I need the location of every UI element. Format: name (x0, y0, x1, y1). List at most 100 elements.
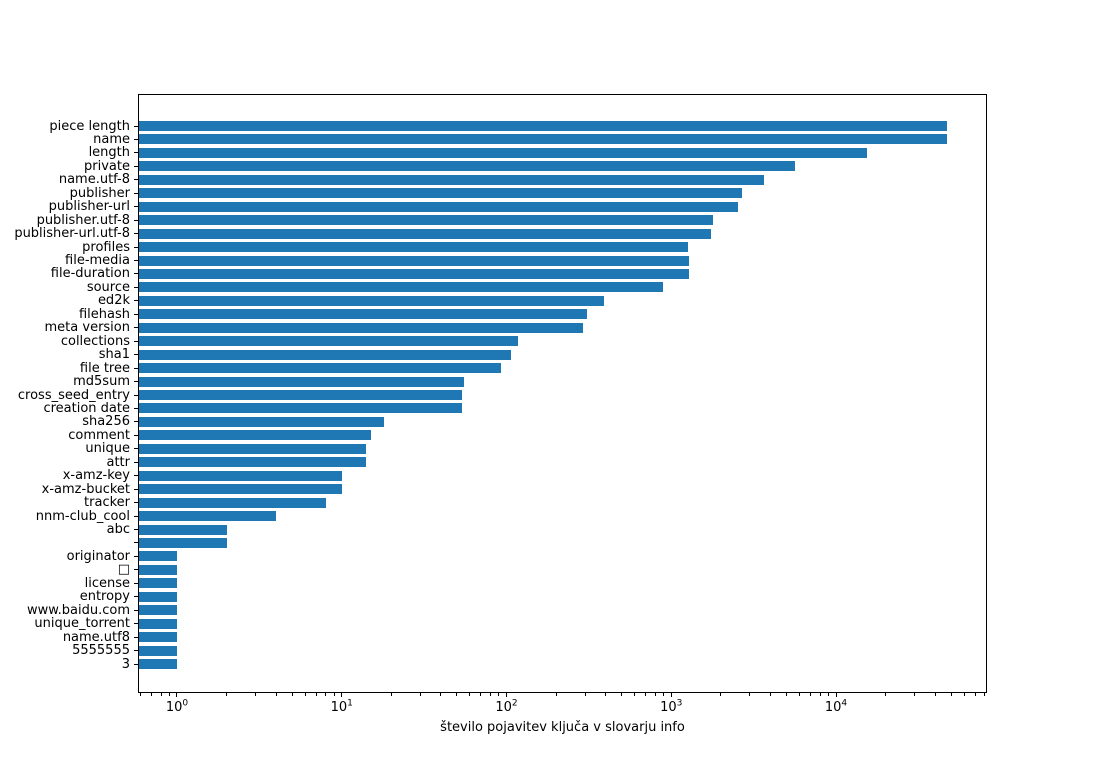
x-minor-tick (555, 693, 557, 696)
x-minor-tick (663, 693, 665, 696)
y-tick-label: private (84, 158, 130, 174)
x-minor-tick (885, 693, 887, 696)
y-tick-label: x-amz-bucket (41, 481, 130, 497)
bar (139, 578, 177, 589)
y-tick (134, 515, 138, 517)
y-tick (134, 569, 138, 571)
bar (139, 605, 177, 616)
bar (139, 188, 743, 199)
y-tick (134, 407, 138, 409)
y-tick-label: publisher (69, 185, 130, 201)
x-tick-label: 100 (165, 698, 189, 715)
y-tick-label: sha1 (98, 347, 130, 363)
y-tick-label: md5sum (73, 374, 130, 390)
bar (139, 228, 711, 239)
y-tick (134, 340, 138, 342)
x-minor-tick (827, 693, 829, 696)
x-minor-tick (798, 693, 800, 696)
x-minor-tick (325, 693, 327, 696)
x-major-tick (341, 693, 343, 697)
y-tick (134, 246, 138, 248)
x-minor-tick (654, 693, 656, 696)
y-tick (134, 152, 138, 154)
y-tick (134, 421, 138, 423)
y-tick-label: attr (106, 454, 130, 470)
x-minor-tick (984, 693, 986, 696)
bar (139, 443, 366, 454)
x-minor-tick (480, 693, 482, 696)
bar (139, 497, 326, 508)
bar (139, 390, 463, 400)
y-tick-label: sha256 (82, 414, 130, 430)
x-minor-tick (963, 693, 965, 696)
y-tick-label: source (86, 279, 130, 295)
y-tick-label: x-amz-key (62, 468, 130, 484)
y-tick (134, 623, 138, 625)
y-tick-label: profiles (82, 239, 130, 255)
y-tick-label: nnm-club_cool (35, 508, 130, 524)
bar (139, 632, 177, 643)
x-minor-tick (333, 693, 335, 696)
bar (139, 121, 947, 131)
bar (139, 349, 512, 360)
y-tick-label: comment (68, 427, 130, 443)
y-tick (134, 582, 138, 584)
y-tick (134, 596, 138, 598)
x-minor-tick (934, 693, 936, 696)
x-minor-tick (440, 693, 442, 696)
x-minor-tick (974, 693, 976, 696)
x-minor-tick (304, 693, 306, 696)
x-major-tick (670, 693, 672, 697)
y-tick (134, 636, 138, 638)
y-tick (134, 555, 138, 557)
y-tick-label: www.baidu.com (26, 602, 130, 618)
bar (139, 645, 177, 656)
bar (139, 430, 371, 441)
x-tick-label: 104 (824, 698, 848, 715)
y-tick-label: file-media (65, 253, 130, 268)
y-tick (134, 488, 138, 490)
y-tick (134, 475, 138, 477)
x-minor-tick (168, 693, 170, 696)
x-tick-label: 103 (660, 698, 683, 715)
y-tick (134, 219, 138, 221)
x-minor-tick (456, 693, 458, 696)
bar (139, 591, 177, 602)
y-tick (134, 609, 138, 611)
y-tick-label: entropy (79, 589, 130, 605)
y-tick (134, 192, 138, 194)
x-minor-tick (419, 693, 421, 696)
x-minor-tick (769, 693, 771, 696)
bar (139, 457, 366, 468)
y-tick (134, 179, 138, 181)
y-tick-label: 5555555 (72, 643, 130, 659)
x-major-tick (835, 693, 837, 697)
y-tick (134, 434, 138, 436)
y-tick (134, 650, 138, 652)
y-tick-label: name.utf-8 (58, 172, 130, 188)
y-tick (134, 165, 138, 167)
bar (139, 618, 177, 629)
bar (139, 201, 738, 212)
x-minor-tick (150, 693, 152, 696)
y-tick-label: tracker (84, 495, 130, 511)
bar (139, 511, 277, 522)
x-minor-tick (291, 693, 293, 696)
y-tick-label: ed2k (97, 293, 130, 309)
y-tick-label: file tree (79, 360, 130, 376)
x-minor-tick (490, 693, 492, 696)
y-tick (134, 448, 138, 450)
bar (139, 336, 518, 347)
bar (139, 295, 604, 306)
bar (139, 134, 947, 145)
x-minor-tick (749, 693, 751, 696)
x-minor-tick (605, 693, 607, 696)
y-tick (134, 529, 138, 530)
x-minor-tick (226, 693, 228, 696)
y-tick-label: collections (60, 333, 130, 349)
x-major-tick (176, 693, 178, 697)
y-tick-label: unique_torrent (34, 616, 130, 632)
x-axis-title: število pojavitev ključa v slovarju info (440, 720, 685, 735)
